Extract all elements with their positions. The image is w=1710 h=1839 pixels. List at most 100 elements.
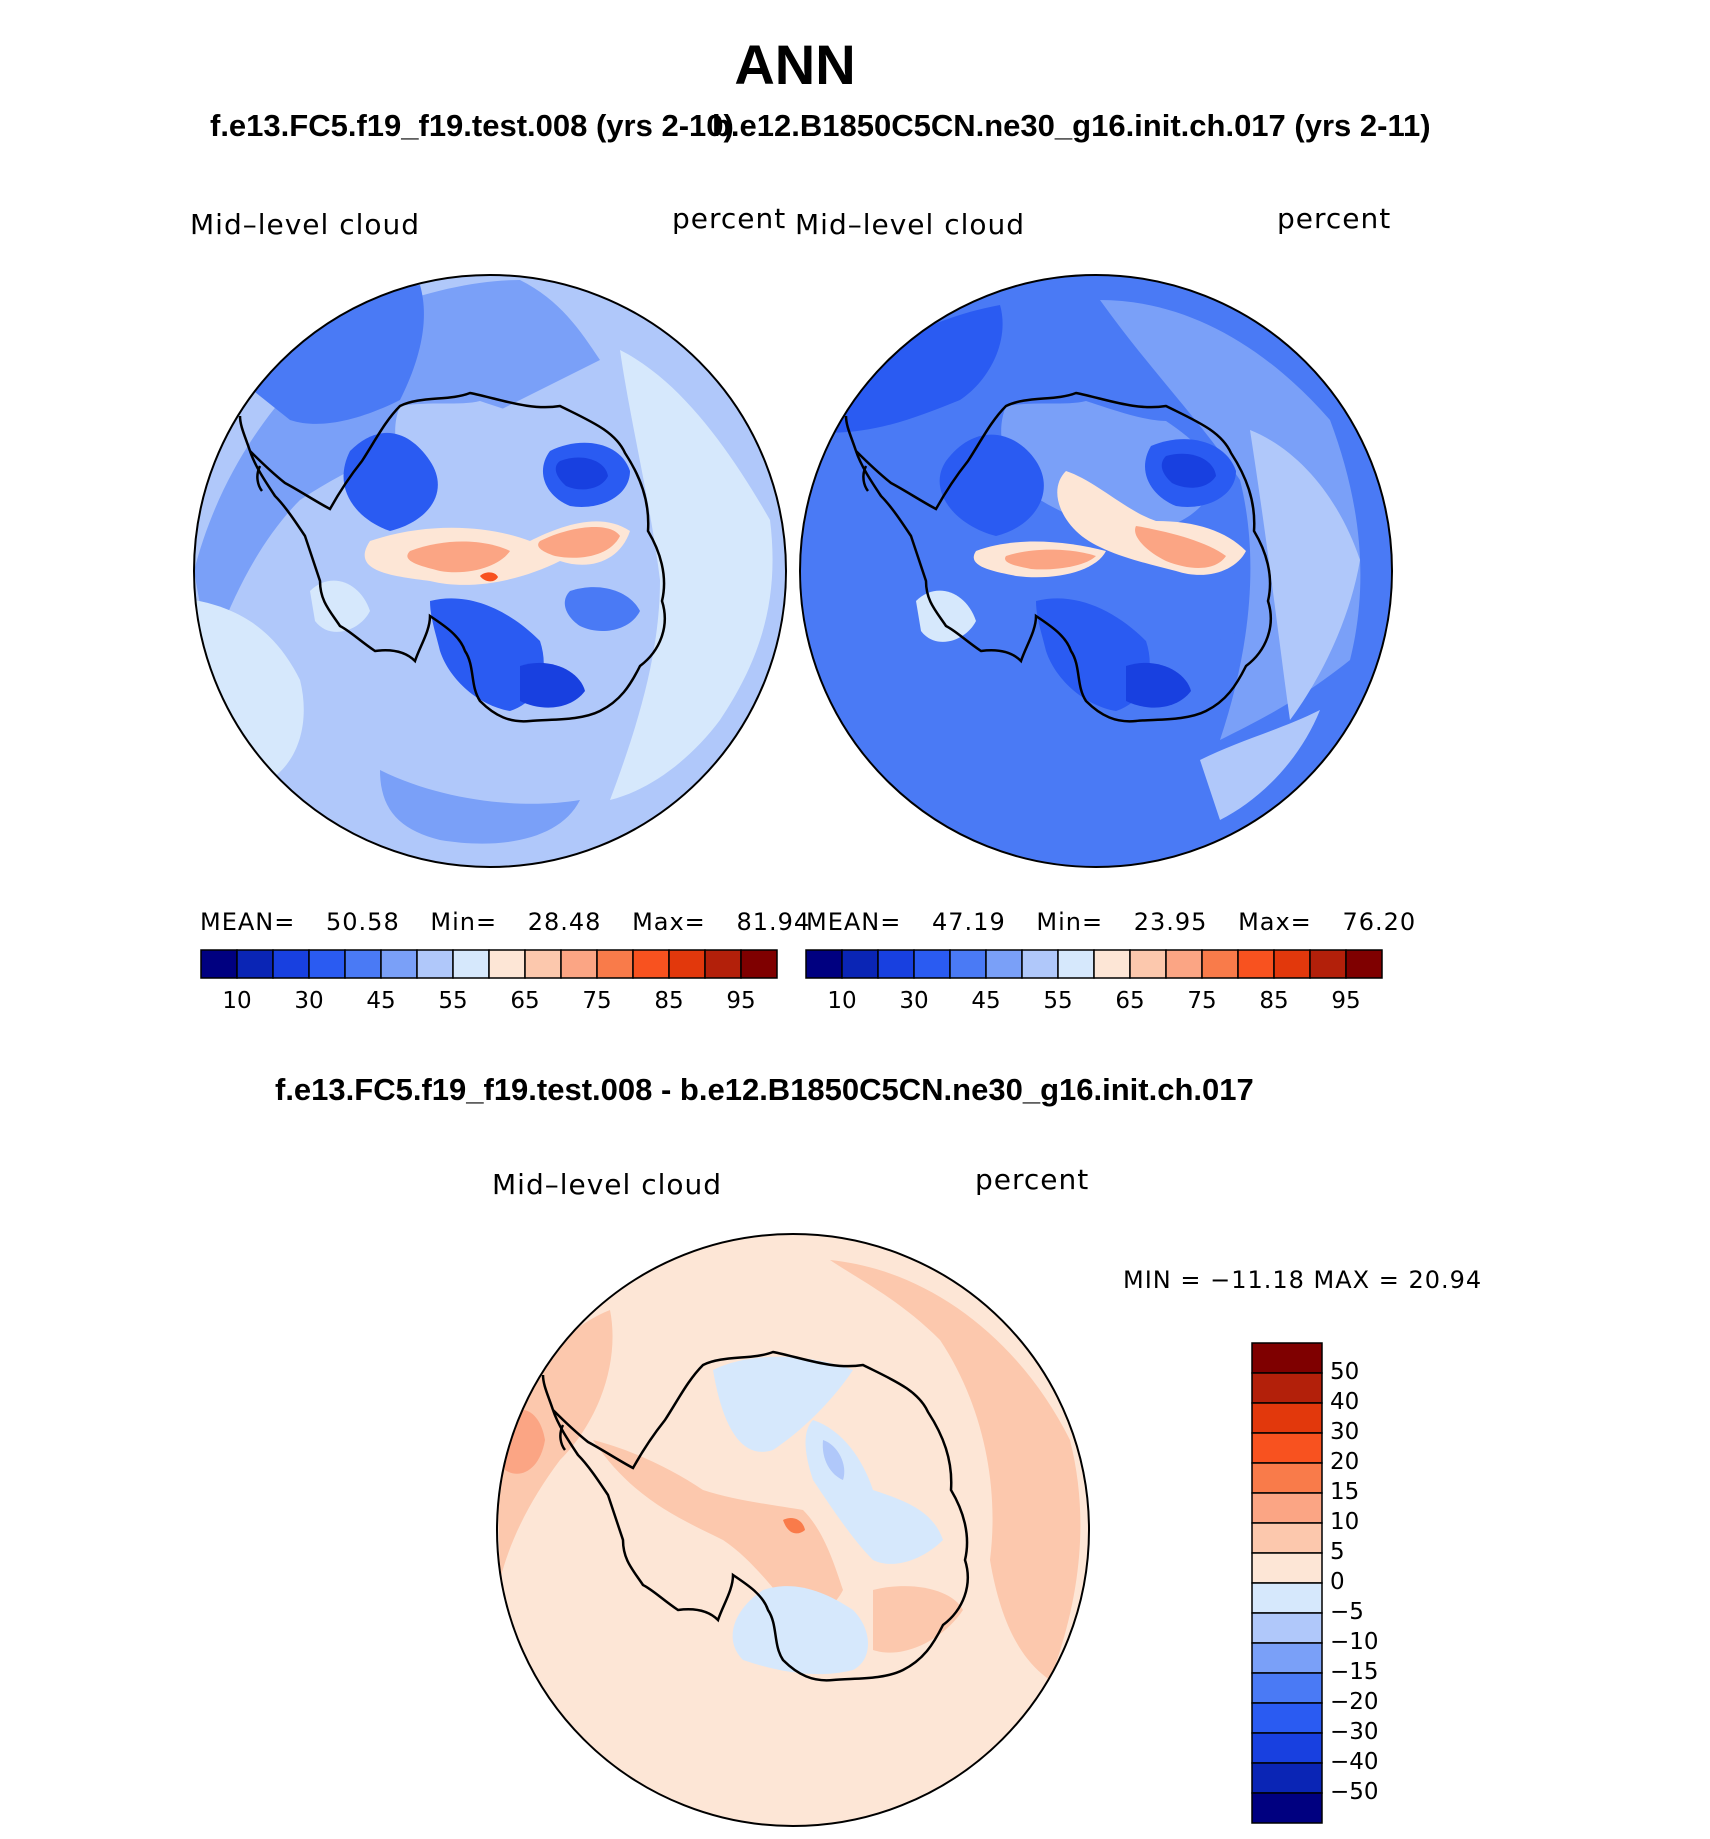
- left-colorbar-box: [524, 949, 562, 979]
- left-panel-stats: MEAN= 50.58 Min= 28.48 Max= 81.94: [200, 908, 810, 936]
- right-colorbar-tick-label: 45: [971, 988, 1001, 1014]
- right-min-label: Min=: [1036, 908, 1104, 936]
- difference-colorbar-tick-label: −40: [1330, 1749, 1379, 1775]
- right-min-value: 23.95: [1133, 908, 1208, 936]
- right-colorbar-tick-label: 95: [1331, 988, 1361, 1014]
- right-colorbar-box: [1345, 949, 1383, 979]
- left-colorbar-box: [236, 949, 274, 979]
- difference-colorbar-box: [1251, 1642, 1323, 1674]
- right-colorbar-box: [1273, 949, 1311, 979]
- difference-colorbar-tick-label: 15: [1330, 1479, 1360, 1505]
- right-colorbar-tick-label: 55: [1043, 988, 1073, 1014]
- difference-colorbar-tick-label: 20: [1330, 1449, 1360, 1475]
- right-max-label: Max=: [1238, 908, 1312, 936]
- difference-panel-stats: MIN = −11.18 MAX = 20.94: [1123, 1266, 1483, 1294]
- left-colorbar-tick-label: 95: [726, 988, 756, 1014]
- right-colorbar-box: [985, 949, 1023, 979]
- right-colorbar-box: [1165, 949, 1203, 979]
- difference-panel-title: f.e13.FC5.f19_f19.test.008 - b.e12.B1850…: [275, 1072, 1254, 1107]
- right-colorbar-box: [805, 949, 843, 979]
- left-colorbar-box: [380, 949, 418, 979]
- difference-colorbar-tick-label: −5: [1330, 1599, 1364, 1625]
- left-colorbar-tick-label: 55: [438, 988, 468, 1014]
- difference-panel-variable-label: Mid–level cloud: [492, 1168, 723, 1201]
- left-colorbar: [200, 949, 778, 979]
- difference-map-plot: [497, 1234, 1089, 1826]
- left-colorbar-tick-label: 45: [366, 988, 396, 1014]
- right-panel-case-title: b.e12.B1850C5CN.ne30_g16.init.ch.017 (yr…: [712, 108, 1431, 143]
- difference-colorbar-tick-label: 30: [1330, 1419, 1360, 1445]
- difference-colorbar-tick-label: 5: [1330, 1539, 1345, 1565]
- right-colorbar-tick-label: 85: [1259, 988, 1289, 1014]
- difference-colorbar-box: [1251, 1522, 1323, 1554]
- difference-colorbar-box: [1251, 1492, 1323, 1524]
- left-colorbar-box: [560, 949, 598, 979]
- left-max-value: 81.94: [736, 908, 811, 936]
- difference-colorbar-tick-label: −10: [1330, 1629, 1379, 1655]
- left-max-label: Max=: [632, 908, 706, 936]
- left-colorbar-tick-label: 10: [222, 988, 252, 1014]
- difference-colorbar-box: [1251, 1792, 1323, 1824]
- left-mean-label: MEAN=: [200, 908, 296, 936]
- right-colorbar-box: [1129, 949, 1167, 979]
- difference-colorbar: [1251, 1342, 1323, 1824]
- right-colorbar-box: [1021, 949, 1059, 979]
- right-colorbar-box: [1057, 949, 1095, 979]
- left-colorbar-box: [416, 949, 454, 979]
- left-colorbar-box: [308, 949, 346, 979]
- left-colorbar-box: [596, 949, 634, 979]
- main-title: ANN: [734, 33, 856, 96]
- right-panel-variable-label: Mid–level cloud: [795, 208, 1026, 241]
- difference-colorbar-box: [1251, 1612, 1323, 1644]
- difference-colorbar-tick-label: 50: [1330, 1359, 1360, 1385]
- difference-panel-units-label: percent: [975, 1163, 1090, 1196]
- left-colorbar-tick-label: 65: [510, 988, 540, 1014]
- difference-colorbar-tick-label: 40: [1330, 1389, 1360, 1415]
- difference-colorbar-box: [1251, 1732, 1323, 1764]
- right-max-value: 76.20: [1342, 908, 1417, 936]
- right-colorbar-box: [1201, 949, 1239, 979]
- left-min-value: 28.48: [527, 908, 602, 936]
- difference-colorbar-box: [1251, 1762, 1323, 1794]
- difference-colorbar-box: [1251, 1462, 1323, 1494]
- difference-colorbar-box: [1251, 1702, 1323, 1734]
- left-colorbar-box: [668, 949, 706, 979]
- left-map-plot: [194, 275, 786, 867]
- right-colorbar-box: [1237, 949, 1275, 979]
- left-mean-value: 50.58: [326, 908, 400, 936]
- right-colorbar-box: [877, 949, 915, 979]
- left-colorbar-box: [740, 949, 778, 979]
- left-colorbar-box: [344, 949, 382, 979]
- right-mean-value: 47.19: [932, 908, 1006, 936]
- right-mean-label: MEAN=: [806, 908, 902, 936]
- difference-colorbar-tick-label: 10: [1330, 1509, 1360, 1535]
- left-panel-units-label: percent: [672, 202, 787, 235]
- left-colorbar-box: [200, 949, 238, 979]
- right-panel-units-label: percent: [1277, 202, 1392, 235]
- right-colorbar-box: [841, 949, 879, 979]
- left-panel-case-title: f.e13.FC5.f19_f19.test.008 (yrs 2-10): [210, 108, 734, 143]
- difference-colorbar-box: [1251, 1402, 1323, 1434]
- left-min-label: Min=: [430, 908, 498, 936]
- left-colorbar-box: [272, 949, 310, 979]
- right-colorbar-tick-label: 10: [827, 988, 857, 1014]
- right-colorbar-box: [913, 949, 951, 979]
- right-colorbar-box: [949, 949, 987, 979]
- right-colorbar-box: [1093, 949, 1131, 979]
- left-colorbar-tick-label: 30: [294, 988, 324, 1014]
- difference-colorbar-tick-label: −15: [1330, 1659, 1379, 1685]
- difference-colorbar-box: [1251, 1342, 1323, 1374]
- difference-colorbar-box: [1251, 1672, 1323, 1704]
- difference-colorbar-tick-label: −50: [1330, 1779, 1379, 1805]
- difference-colorbar-tick-label: −20: [1330, 1689, 1379, 1715]
- difference-colorbar-box: [1251, 1582, 1323, 1614]
- left-colorbar-tick-label: 75: [582, 988, 612, 1014]
- right-colorbar: [805, 949, 1383, 979]
- right-colorbar-tick-label: 30: [899, 988, 929, 1014]
- difference-colorbar-tick-label: 0: [1330, 1569, 1345, 1595]
- left-colorbar-box: [632, 949, 670, 979]
- difference-colorbar-box: [1251, 1552, 1323, 1584]
- right-colorbar-tick-label: 75: [1187, 988, 1217, 1014]
- left-panel-variable-label: Mid–level cloud: [190, 208, 421, 241]
